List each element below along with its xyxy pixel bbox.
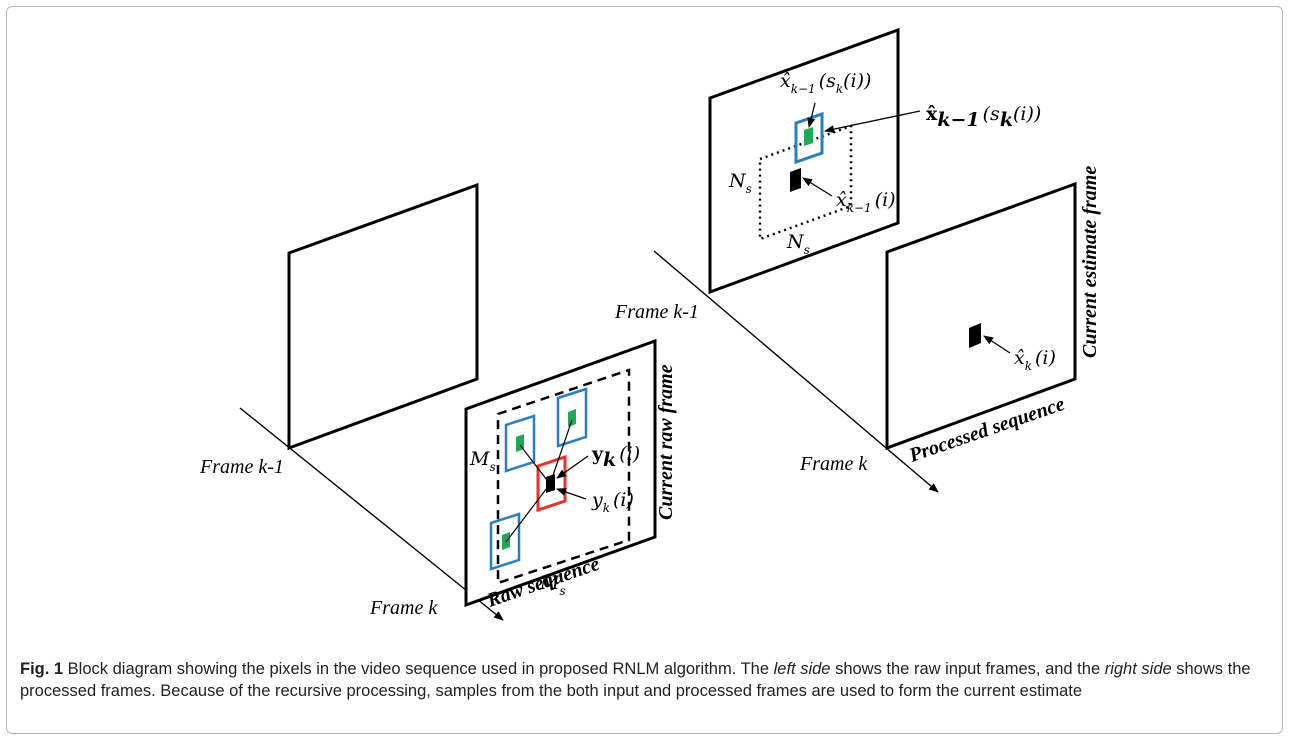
processed-patch-vector-label: x̂k−1 (sk(i)): [926, 103, 1041, 131]
processed-top-label: x̂k−1 (sk(i)): [780, 70, 871, 96]
processed-patch-label-arrow: [824, 110, 921, 134]
raw-patch-center-bottom-left: [502, 532, 510, 550]
processed-sequence-group: Frame k-1 Frame k Ns Ns x̂k−1 (sk(i)) x̂k…: [614, 27, 1101, 493]
figure-label: Fig. 1: [20, 660, 64, 678]
processed-pixel-current: [969, 323, 981, 348]
processed-window-width-label: Ns: [786, 231, 810, 257]
processed-pixel-previous-label: x̂k−1 (i): [836, 189, 896, 215]
processed-search-window: [758, 124, 853, 241]
raw-search-window: [496, 368, 631, 585]
raw-connect-line-1: [519, 444, 551, 485]
processed-patch-center: [804, 127, 813, 146]
raw-search-patch-top-left: [504, 414, 536, 473]
processed-frame-current-label: Frame k: [799, 453, 868, 475]
processed-frame-previous: [708, 27, 900, 295]
raw-time-axis: [239, 407, 504, 621]
figure-caption: Fig. 1 Block diagram showing the pixels …: [20, 658, 1268, 702]
raw-frame-current-label: Frame k: [369, 597, 438, 619]
current-raw-frame-label: Current raw frame: [655, 364, 677, 520]
raw-pixel-label: yk (i): [591, 489, 634, 515]
raw-patch-vector-label: yk (i): [591, 443, 640, 471]
caption-text-2: shows the raw input frames, and the: [830, 660, 1105, 678]
raw-patch-center-top-right: [568, 409, 576, 427]
processed-pixel-current-arrow: [983, 335, 1011, 354]
processed-frame-current: [885, 181, 1077, 451]
raw-reference-patch: [536, 454, 567, 513]
raw-connect-line-2: [549, 419, 573, 485]
raw-frame-previous: [287, 182, 479, 451]
raw-connect-line-3: [505, 483, 551, 543]
raw-window-height-label: Ms: [469, 448, 496, 474]
raw-patch-label-arrow: [556, 455, 589, 479]
processed-pixel-previous: [790, 168, 801, 192]
raw-sequence-group: Frame k-1 Frame k Ms Ms yk (i) yk (i) Raw …: [199, 182, 677, 621]
raw-search-patch-bottom-left: [489, 512, 521, 571]
processed-window-height-label: Ns: [728, 170, 752, 196]
current-estimate-frame-label: Current estimate frame: [1079, 166, 1101, 358]
raw-window-width-label: Ms: [539, 572, 566, 598]
caption-em-left-side: left side: [773, 660, 831, 678]
raw-search-patch-top-right: [556, 387, 588, 448]
caption-em-right-side: right side: [1104, 660, 1172, 678]
caption-text-1: Block diagram showing the pixels in the …: [63, 660, 774, 678]
processed-time-axis: [653, 250, 939, 493]
processed-pixel-current-label: x̂k (i): [1014, 347, 1056, 373]
processed-top-label-arrow: [807, 102, 816, 128]
processed-frame-previous-label: Frame k-1: [614, 301, 699, 323]
caption-text-3: shows the processed frames. Because of t…: [20, 660, 1251, 700]
raw-pixel-label-arrow: [556, 488, 587, 500]
processed-pixel-previous-arrow: [802, 177, 833, 197]
processed-search-patch: [794, 111, 824, 165]
raw-frame-previous-label: Frame k-1: [199, 456, 284, 478]
